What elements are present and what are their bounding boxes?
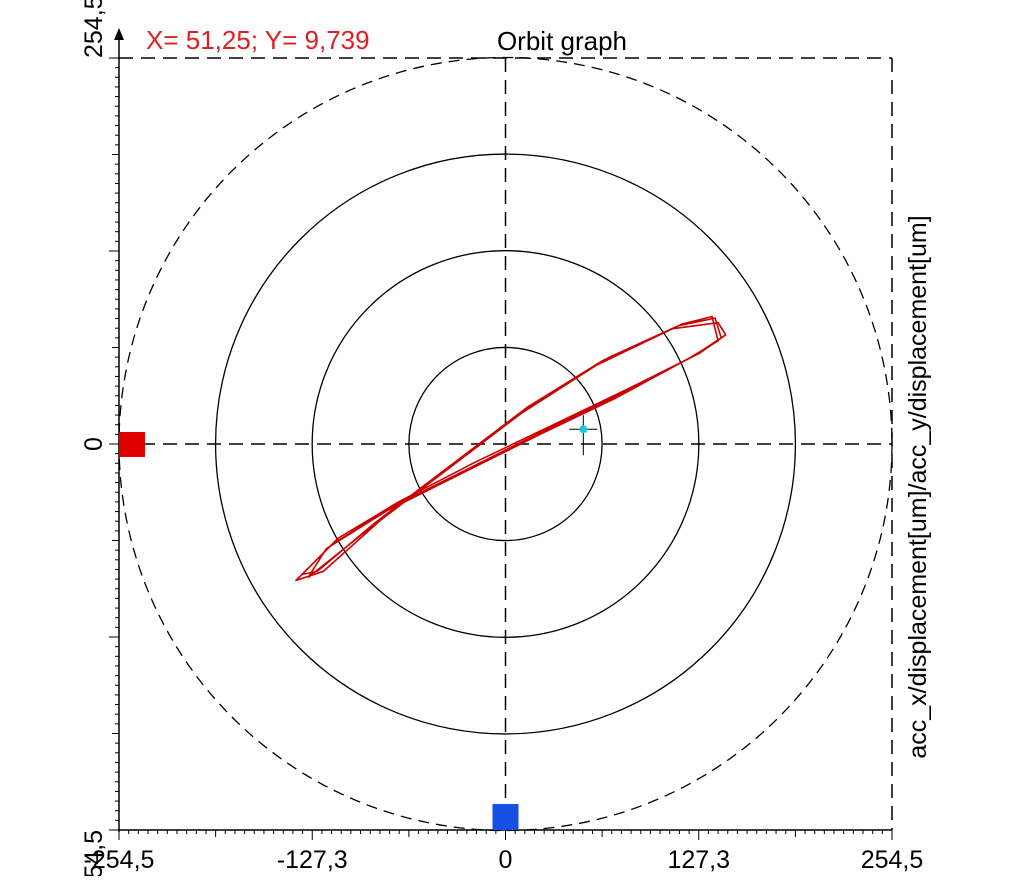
x-axis-marker: [492, 804, 519, 830]
x-tick-label: -254,5: [84, 846, 155, 874]
y-tick-label: 0: [80, 437, 108, 451]
chart-title: Orbit graph: [497, 26, 627, 56]
y-axis-marker: [119, 432, 145, 457]
ticks-layer: -254,5 -127,3 0 127,3 254,5 254,5 0 -254,5: [80, 0, 924, 881]
y-axis-label: acc_x/displacement[um]/acc_y/displacemen…: [904, 215, 932, 758]
x-tick-label: 0: [499, 846, 513, 874]
labels-layer: Orbit graph X= 51,25; Y= 9,739 acc_x/dis…: [146, 25, 932, 759]
cursor-point: [579, 425, 588, 434]
y-tick-label: 254,5: [80, 0, 108, 58]
cursor-readout: X= 51,25; Y= 9,739: [146, 25, 370, 55]
marker-layer: [119, 432, 519, 830]
grid-layer: [118, 56, 893, 832]
axes-layer: [114, 28, 892, 832]
orbit-trace: [295, 315, 727, 582]
x-tick-label: 127,3: [667, 846, 730, 874]
data-layer: [295, 315, 727, 582]
y-tick-label: -254,5: [80, 830, 108, 876]
y-axis-arrow-icon: [114, 28, 124, 40]
x-tick-label: 254,5: [861, 846, 924, 874]
x-tick-label: -127,3: [277, 846, 348, 874]
